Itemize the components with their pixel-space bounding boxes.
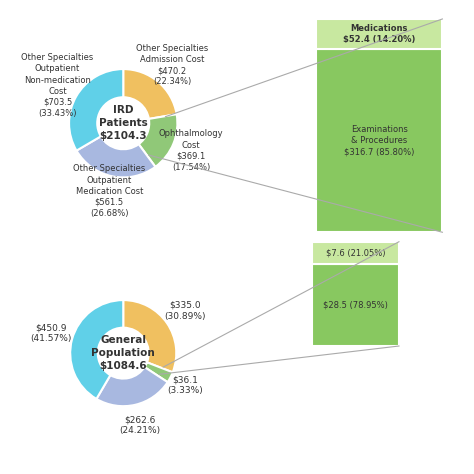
Text: $28.5 (78.95%): $28.5 (78.95%) (323, 301, 388, 310)
Wedge shape (139, 114, 177, 167)
Text: IRD
Patients
$2104.3: IRD Patients $2104.3 (99, 105, 147, 141)
Wedge shape (69, 69, 123, 151)
Text: $450.9
(41.57%): $450.9 (41.57%) (30, 323, 71, 344)
Text: General
Population
$1084.6: General Population $1084.6 (91, 335, 155, 371)
Wedge shape (76, 137, 155, 177)
Text: $7.6 (21.05%): $7.6 (21.05%) (326, 248, 385, 257)
Wedge shape (96, 367, 168, 406)
Wedge shape (123, 300, 176, 372)
Text: Other Specialties
Outpatient
Medication Cost
$561.5
(26.68%): Other Specialties Outpatient Medication … (73, 164, 146, 218)
Text: Other Specialties
Admission Cost
$470.2
(22.34%): Other Specialties Admission Cost $470.2 … (136, 44, 209, 86)
Bar (312, 264, 399, 346)
Text: Other Specialties
Outpatient
Non-medication
Cost
$703.5
(33.43%): Other Specialties Outpatient Non-medicat… (21, 53, 93, 118)
Text: Examinations
& Procedures
$316.7 (85.80%): Examinations & Procedures $316.7 (85.80%… (344, 125, 414, 156)
Text: $262.6
(24.21%): $262.6 (24.21%) (119, 415, 161, 436)
Wedge shape (145, 362, 173, 382)
Text: $36.1
(3.33%): $36.1 (3.33%) (168, 375, 203, 395)
Text: Ophthalmology
Cost
$369.1
(17.54%): Ophthalmology Cost $369.1 (17.54%) (159, 129, 223, 172)
Wedge shape (123, 69, 177, 119)
Text: Medications
$52.4 (14.20%): Medications $52.4 (14.20%) (343, 24, 415, 44)
Bar (312, 242, 399, 264)
Bar (316, 49, 442, 232)
Wedge shape (70, 300, 123, 399)
Bar (316, 19, 442, 49)
Text: $335.0
(30.89%): $335.0 (30.89%) (164, 301, 206, 320)
